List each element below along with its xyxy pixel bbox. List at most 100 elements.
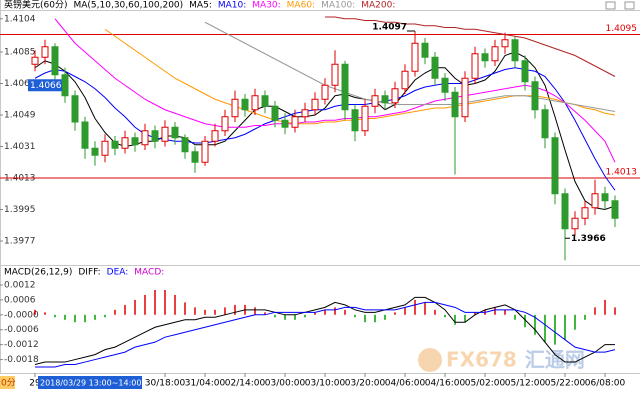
candle-body xyxy=(201,140,209,163)
candle-body xyxy=(271,105,279,121)
candle-body xyxy=(331,63,339,86)
candle-body xyxy=(591,193,599,209)
period-tag: 0分 xyxy=(1,378,16,389)
watermark-logo xyxy=(418,348,442,372)
x-tick-label: 04/16:00 xyxy=(425,379,466,389)
candle-body xyxy=(441,77,449,93)
legend-entry: MA10: xyxy=(218,1,246,11)
candle-body xyxy=(131,137,139,146)
period-tag-box xyxy=(0,376,15,389)
y-tick-label: 1.3977 xyxy=(4,237,36,247)
candle-body xyxy=(481,53,489,62)
candle-body xyxy=(391,88,399,104)
candle-body xyxy=(491,46,499,62)
candle-body xyxy=(531,81,539,111)
x-tick-label: 06/08:00 xyxy=(585,379,626,389)
watermark-name: 汇通网 xyxy=(525,348,585,372)
candle-body xyxy=(211,130,219,142)
ma-line xyxy=(34,67,616,191)
indicator-label: MA(5,10,30,60,100,200) xyxy=(73,1,183,11)
ma-line xyxy=(325,16,616,77)
candle-body xyxy=(141,130,149,146)
watermark: FX678 汇通网 xyxy=(418,348,585,372)
candle-body xyxy=(471,53,479,79)
candle-body xyxy=(301,109,309,118)
ma-line xyxy=(204,21,616,112)
x-tick-label: 30/18:00 xyxy=(145,379,186,389)
window-icon[interactable] xyxy=(605,1,616,10)
candle-body xyxy=(61,74,69,97)
max-label: 1.4097 xyxy=(372,23,407,33)
candle-body xyxy=(31,56,39,65)
legend-entry: MA100: xyxy=(321,1,355,11)
candle-body xyxy=(291,116,299,128)
candle-body xyxy=(341,63,349,111)
candle-body xyxy=(111,140,119,149)
legend-entry: MA200: xyxy=(361,1,395,11)
candle-body xyxy=(231,98,239,118)
legend-entry: MA5: xyxy=(189,1,212,11)
y-tick-label: 1.4067 xyxy=(4,79,36,89)
candle-body xyxy=(171,126,179,139)
candle-body xyxy=(581,207,589,219)
y-tick-label: -0.0012 xyxy=(4,340,39,350)
candle-body xyxy=(51,46,59,76)
candle-body xyxy=(371,95,379,107)
candle-body xyxy=(191,151,199,163)
x-tick-label: 04/06:00 xyxy=(385,379,426,389)
candle-body xyxy=(611,200,619,219)
candle-body xyxy=(511,39,519,62)
candle-body xyxy=(401,70,409,90)
y-tick-label: 0.0012 xyxy=(4,280,36,290)
candle-body xyxy=(431,56,439,79)
x-tick-label: 03/10:00 xyxy=(305,379,346,389)
candle-body xyxy=(101,140,109,156)
legend-entry: DEA: xyxy=(107,268,129,278)
close-icon[interactable] xyxy=(624,1,635,10)
candle-body xyxy=(381,95,389,104)
candle-body xyxy=(421,42,429,58)
watermark-brand: FX678 xyxy=(446,348,517,372)
candle-body xyxy=(521,60,529,83)
candle-body xyxy=(281,119,289,128)
min-label: 1.3966 xyxy=(571,234,606,244)
x-tick-label: 03/00:00 xyxy=(265,379,306,389)
chart-title: 英镑美元(60分) xyxy=(4,0,67,11)
candle-body xyxy=(241,98,249,111)
cursor-label: 2018/03/29 13:00~14:00 xyxy=(40,379,141,388)
candle-body xyxy=(501,39,509,48)
x-tick-label: 29 xyxy=(29,379,41,389)
ma-line xyxy=(54,18,616,163)
candle-body xyxy=(561,193,569,230)
x-tick-label: 05/22:00 xyxy=(545,379,586,389)
candle-body xyxy=(221,116,229,132)
x-tick-label: 05/02:00 xyxy=(465,379,506,389)
price-marker-label: 1.4066 xyxy=(30,81,62,91)
candle-body xyxy=(251,95,259,111)
candle-body xyxy=(541,109,549,139)
y-tick-label: -0.0000 xyxy=(4,310,39,320)
level-label: 1.4013 xyxy=(606,168,638,178)
cursor-label-box xyxy=(38,376,142,389)
candle-body xyxy=(361,105,369,132)
legend-entry: MA60: xyxy=(287,1,315,11)
ma-line xyxy=(104,28,616,125)
candle-body xyxy=(81,121,89,149)
y-tick-label: 1.4085 xyxy=(4,48,36,58)
candle-body xyxy=(71,95,79,123)
candle-body xyxy=(121,137,129,149)
candle-body xyxy=(411,42,419,72)
candle-body xyxy=(351,109,359,132)
y-tick-label: -0.0018 xyxy=(4,355,39,365)
candle-body xyxy=(321,84,329,100)
x-tick-label: 03/20:00 xyxy=(345,379,386,389)
macd-line xyxy=(34,296,615,366)
y-tick-label: 1.3995 xyxy=(4,205,36,215)
candle-body xyxy=(451,91,459,118)
candle-body xyxy=(181,137,189,153)
y-tick-label: 1.4049 xyxy=(4,111,36,121)
y-tick-label: 1.4104 xyxy=(4,14,36,24)
x-tick-label: 31/04:00 xyxy=(185,379,226,389)
